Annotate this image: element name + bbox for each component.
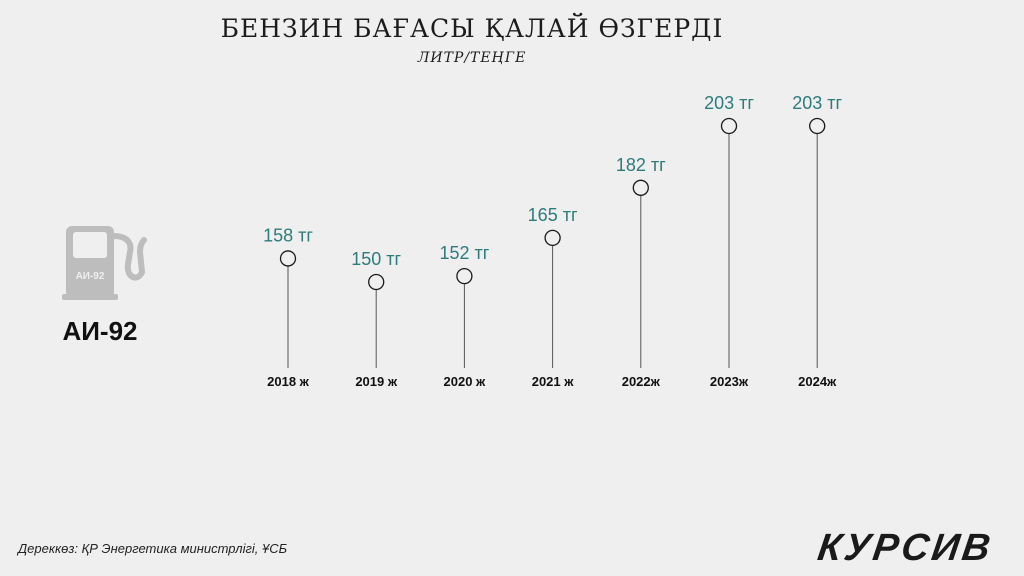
data-point [279, 250, 297, 267]
data-point [544, 229, 561, 246]
value-label: 182 тг [616, 155, 666, 175]
x-tick-label: 2024ж [798, 374, 837, 389]
source-note: Дереккөз: ҚР Энергетика министрлігі, ҰСБ [18, 541, 288, 556]
data-point [809, 117, 826, 135]
x-tick-label: 2019 ж [355, 374, 398, 389]
fuel-pump-icon: АИ-92 [62, 226, 147, 300]
data-point [368, 273, 385, 291]
fuel-type-label: АИ-92 [62, 316, 138, 346]
chart-title: БЕНЗИН БАҒАСЫ ҚАЛАЙ ӨЗГЕРДІ [220, 14, 724, 43]
x-tick-label: 2023ж [710, 374, 749, 389]
data-point [456, 267, 473, 285]
data-point [632, 179, 649, 196]
data-point [720, 117, 738, 135]
value-label: 203 тг [704, 93, 754, 113]
chart-subtitle: ЛИТР/ТЕҢГЕ [417, 50, 527, 66]
value-label: 158 тг [263, 225, 313, 245]
brand-logo: КУРСИВ [815, 527, 996, 569]
pump-label: АИ-92 [76, 271, 105, 282]
x-tick-label: 2021 ж [532, 374, 575, 389]
x-tick-label: 2022ж [622, 374, 661, 389]
x-tick-label: 2018 ж [267, 374, 310, 389]
value-label: 165 тг [528, 205, 578, 225]
x-tick-label: 2020 ж [444, 374, 487, 389]
value-label: 203 тг [792, 93, 842, 113]
value-label: 152 тг [439, 243, 489, 263]
value-label: 150 тг [351, 249, 401, 269]
